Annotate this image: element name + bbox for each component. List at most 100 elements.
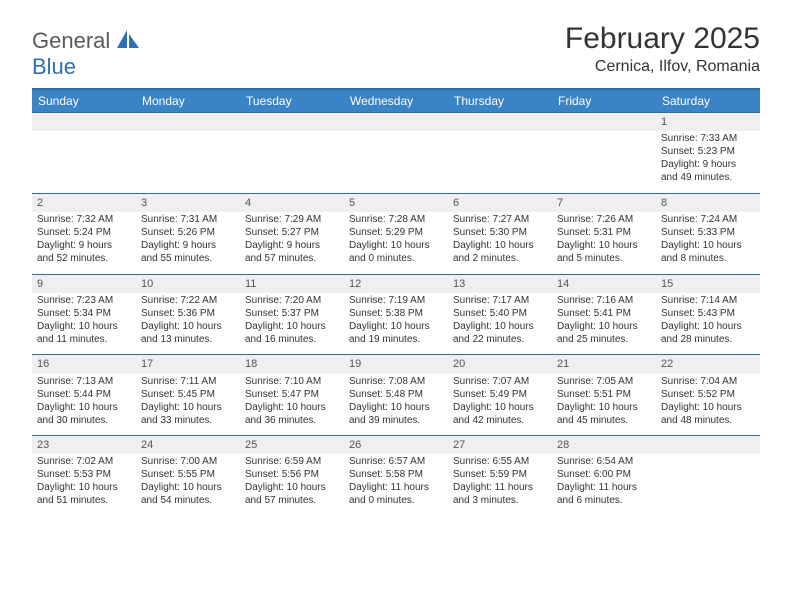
day-content-cell: Sunrise: 7:29 AMSunset: 5:27 PMDaylight:… xyxy=(240,212,344,274)
day-number-cell: 22 xyxy=(656,355,760,374)
sunrise-text: Sunrise: 7:04 AM xyxy=(661,375,755,388)
daylight-line2: and 28 minutes. xyxy=(661,333,755,346)
daylight-line2: and 11 minutes. xyxy=(37,333,131,346)
daylight-line2: and 3 minutes. xyxy=(453,494,547,507)
sunset-text: Sunset: 5:43 PM xyxy=(661,307,755,320)
day-number-cell: 2 xyxy=(32,193,136,212)
weekday-header: Tuesday xyxy=(240,89,344,113)
sunset-text: Sunset: 5:48 PM xyxy=(349,388,443,401)
sunrise-text: Sunrise: 7:11 AM xyxy=(141,375,235,388)
day-content-cell: Sunrise: 7:04 AMSunset: 5:52 PMDaylight:… xyxy=(656,374,760,436)
sunrise-text: Sunrise: 7:16 AM xyxy=(557,294,651,307)
day-content-row: Sunrise: 7:13 AMSunset: 5:44 PMDaylight:… xyxy=(32,374,760,436)
day-content-cell xyxy=(448,131,552,193)
sunset-text: Sunset: 5:26 PM xyxy=(141,226,235,239)
day-number-cell: 8 xyxy=(656,193,760,212)
day-number-cell: 11 xyxy=(240,274,344,293)
day-content-row: Sunrise: 7:32 AMSunset: 5:24 PMDaylight:… xyxy=(32,212,760,274)
daylight-line1: Daylight: 10 hours xyxy=(661,401,755,414)
daylight-line1: Daylight: 10 hours xyxy=(349,401,443,414)
daylight-line2: and 52 minutes. xyxy=(37,252,131,265)
page: General Blue February 2025 Cernica, Ilfo… xyxy=(0,0,792,526)
sunset-text: Sunset: 5:27 PM xyxy=(245,226,339,239)
daylight-line1: Daylight: 10 hours xyxy=(557,401,651,414)
sunset-text: Sunset: 5:44 PM xyxy=(37,388,131,401)
daylight-line2: and 8 minutes. xyxy=(661,252,755,265)
day-content-cell: Sunrise: 7:31 AMSunset: 5:26 PMDaylight:… xyxy=(136,212,240,274)
sunset-text: Sunset: 5:56 PM xyxy=(245,468,339,481)
sunrise-text: Sunrise: 6:57 AM xyxy=(349,455,443,468)
day-content-cell xyxy=(136,131,240,193)
day-content-cell: Sunrise: 6:59 AMSunset: 5:56 PMDaylight:… xyxy=(240,454,344,516)
daylight-line2: and 49 minutes. xyxy=(661,171,755,184)
sunrise-text: Sunrise: 6:55 AM xyxy=(453,455,547,468)
day-content-cell: Sunrise: 7:16 AMSunset: 5:41 PMDaylight:… xyxy=(552,293,656,355)
day-content-cell: Sunrise: 7:19 AMSunset: 5:38 PMDaylight:… xyxy=(344,293,448,355)
day-content-cell: Sunrise: 7:33 AMSunset: 5:23 PMDaylight:… xyxy=(656,131,760,193)
sunrise-text: Sunrise: 7:02 AM xyxy=(37,455,131,468)
day-number-cell: 5 xyxy=(344,193,448,212)
daylight-line2: and 36 minutes. xyxy=(245,414,339,427)
day-content-cell xyxy=(32,131,136,193)
day-number-cell xyxy=(240,113,344,132)
daylight-line1: Daylight: 11 hours xyxy=(557,481,651,494)
sunset-text: Sunset: 5:45 PM xyxy=(141,388,235,401)
sunrise-text: Sunrise: 7:22 AM xyxy=(141,294,235,307)
day-number-cell: 16 xyxy=(32,355,136,374)
daylight-line1: Daylight: 10 hours xyxy=(141,401,235,414)
weekday-header: Sunday xyxy=(32,89,136,113)
weekday-header: Thursday xyxy=(448,89,552,113)
day-number-cell: 15 xyxy=(656,274,760,293)
day-content-cell xyxy=(344,131,448,193)
sunrise-text: Sunrise: 7:08 AM xyxy=(349,375,443,388)
day-content-cell: Sunrise: 7:11 AMSunset: 5:45 PMDaylight:… xyxy=(136,374,240,436)
weekday-header-row: Sunday Monday Tuesday Wednesday Thursday… xyxy=(32,89,760,113)
logo-word-2: Blue xyxy=(32,54,76,79)
sunset-text: Sunset: 5:24 PM xyxy=(37,226,131,239)
day-content-row: Sunrise: 7:33 AMSunset: 5:23 PMDaylight:… xyxy=(32,131,760,193)
daylight-line2: and 5 minutes. xyxy=(557,252,651,265)
daylight-line2: and 57 minutes. xyxy=(245,494,339,507)
day-number-cell xyxy=(344,113,448,132)
sunrise-text: Sunrise: 7:28 AM xyxy=(349,213,443,226)
sunset-text: Sunset: 5:55 PM xyxy=(141,468,235,481)
day-content-cell: Sunrise: 7:08 AMSunset: 5:48 PMDaylight:… xyxy=(344,374,448,436)
daynum-row: 9101112131415 xyxy=(32,274,760,293)
sunset-text: Sunset: 5:41 PM xyxy=(557,307,651,320)
day-number-cell: 4 xyxy=(240,193,344,212)
sunset-text: Sunset: 5:52 PM xyxy=(661,388,755,401)
sunset-text: Sunset: 5:29 PM xyxy=(349,226,443,239)
sunset-text: Sunset: 5:36 PM xyxy=(141,307,235,320)
sunrise-text: Sunrise: 6:59 AM xyxy=(245,455,339,468)
sunrise-text: Sunrise: 7:23 AM xyxy=(37,294,131,307)
logo-text: General Blue xyxy=(32,28,139,80)
sunset-text: Sunset: 5:58 PM xyxy=(349,468,443,481)
daylight-line2: and 30 minutes. xyxy=(37,414,131,427)
sunset-text: Sunset: 5:23 PM xyxy=(661,145,755,158)
sunrise-text: Sunrise: 7:19 AM xyxy=(349,294,443,307)
weekday-header: Saturday xyxy=(656,89,760,113)
daylight-line2: and 51 minutes. xyxy=(37,494,131,507)
day-content-cell: Sunrise: 6:57 AMSunset: 5:58 PMDaylight:… xyxy=(344,454,448,516)
day-number-cell: 18 xyxy=(240,355,344,374)
daylight-line2: and 55 minutes. xyxy=(141,252,235,265)
day-number-cell xyxy=(656,436,760,455)
daylight-line1: Daylight: 10 hours xyxy=(245,401,339,414)
weekday-header: Wednesday xyxy=(344,89,448,113)
daylight-line2: and 0 minutes. xyxy=(349,494,443,507)
sunrise-text: Sunrise: 7:26 AM xyxy=(557,213,651,226)
day-content-cell xyxy=(552,131,656,193)
day-content-cell: Sunrise: 7:32 AMSunset: 5:24 PMDaylight:… xyxy=(32,212,136,274)
daylight-line2: and 16 minutes. xyxy=(245,333,339,346)
day-content-cell: Sunrise: 7:26 AMSunset: 5:31 PMDaylight:… xyxy=(552,212,656,274)
sunset-text: Sunset: 5:34 PM xyxy=(37,307,131,320)
day-number-cell: 7 xyxy=(552,193,656,212)
sunrise-text: Sunrise: 7:00 AM xyxy=(141,455,235,468)
sunset-text: Sunset: 5:38 PM xyxy=(349,307,443,320)
daylight-line1: Daylight: 10 hours xyxy=(141,320,235,333)
daylight-line1: Daylight: 9 hours xyxy=(661,158,755,171)
day-content-cell xyxy=(656,454,760,516)
daylight-line1: Daylight: 11 hours xyxy=(453,481,547,494)
daylight-line1: Daylight: 10 hours xyxy=(349,239,443,252)
header: General Blue February 2025 Cernica, Ilfo… xyxy=(32,22,760,80)
